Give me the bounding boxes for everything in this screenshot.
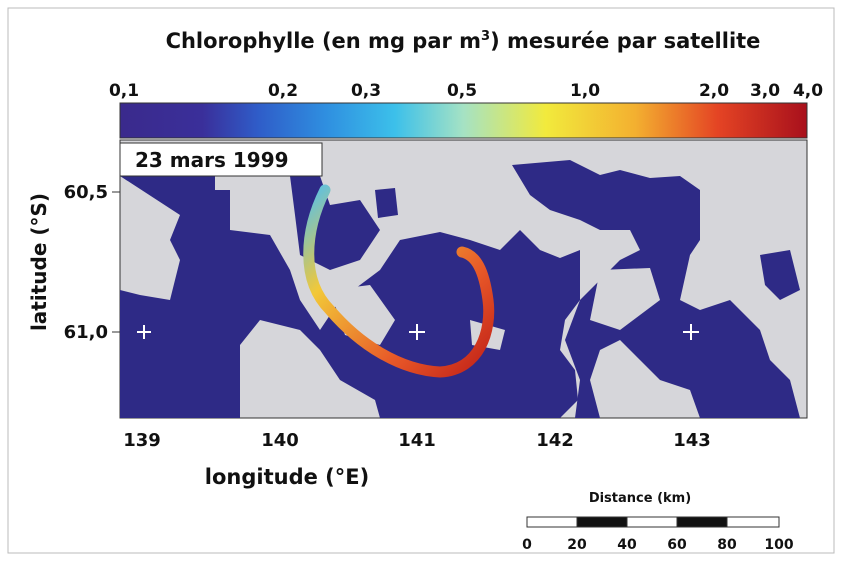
latitude-ticks: 60,5 61,0 [64,182,108,343]
date-box [119,142,323,177]
longitude-ticks: 139 140 141 142 143 [123,430,711,451]
colorbar-tick: 0,1 [109,81,139,101]
x-tick-label: 142 [536,430,574,451]
x-tick-label: 140 [261,430,299,451]
scale-bar [526,516,780,528]
scale-tick: 80 [717,537,737,553]
scale-tick: 0 [522,537,532,553]
chlorophyll-bloom [303,184,495,378]
x-tick-label: 141 [398,430,436,451]
markers [137,324,699,340]
scale-tick: 20 [567,537,587,553]
colorbar-tick: 1,0 [570,81,600,101]
x-tick-label: 143 [673,430,711,451]
colorbar-tick: 3,0 [750,81,780,101]
x-axis-label: longitude (°E) [205,465,369,489]
map [119,139,808,419]
date-label: 23 mars 1999 [135,148,289,172]
colorbar-tick: 2,0 [699,81,729,101]
colorbar-tick: 0,3 [351,81,381,101]
colorbar-tick: 0,5 [447,81,477,101]
scale-tick: 100 [764,537,793,553]
colorbar-tick: 4,0 [793,81,823,101]
colorbar [119,102,808,139]
colorbar-ticks: 0,1 0,2 0,3 0,5 1,0 2,0 3,0 4,0 [109,81,823,101]
y-tick-label: 60,5 [64,182,108,203]
y-axis-label: latitude (°S) [27,193,51,331]
scale-ticks: 0 20 40 60 80 100 [522,537,794,553]
scale-title: Distance (km) [589,491,691,506]
colorbar-tick: 0,2 [268,81,298,101]
x-tick-label: 139 [123,430,161,451]
y-tick-label: 61,0 [64,322,108,343]
title: Chlorophylle (en mg par m3) mesurée par … [166,29,761,53]
scale-tick: 40 [617,537,637,553]
scale-tick: 60 [667,537,687,553]
